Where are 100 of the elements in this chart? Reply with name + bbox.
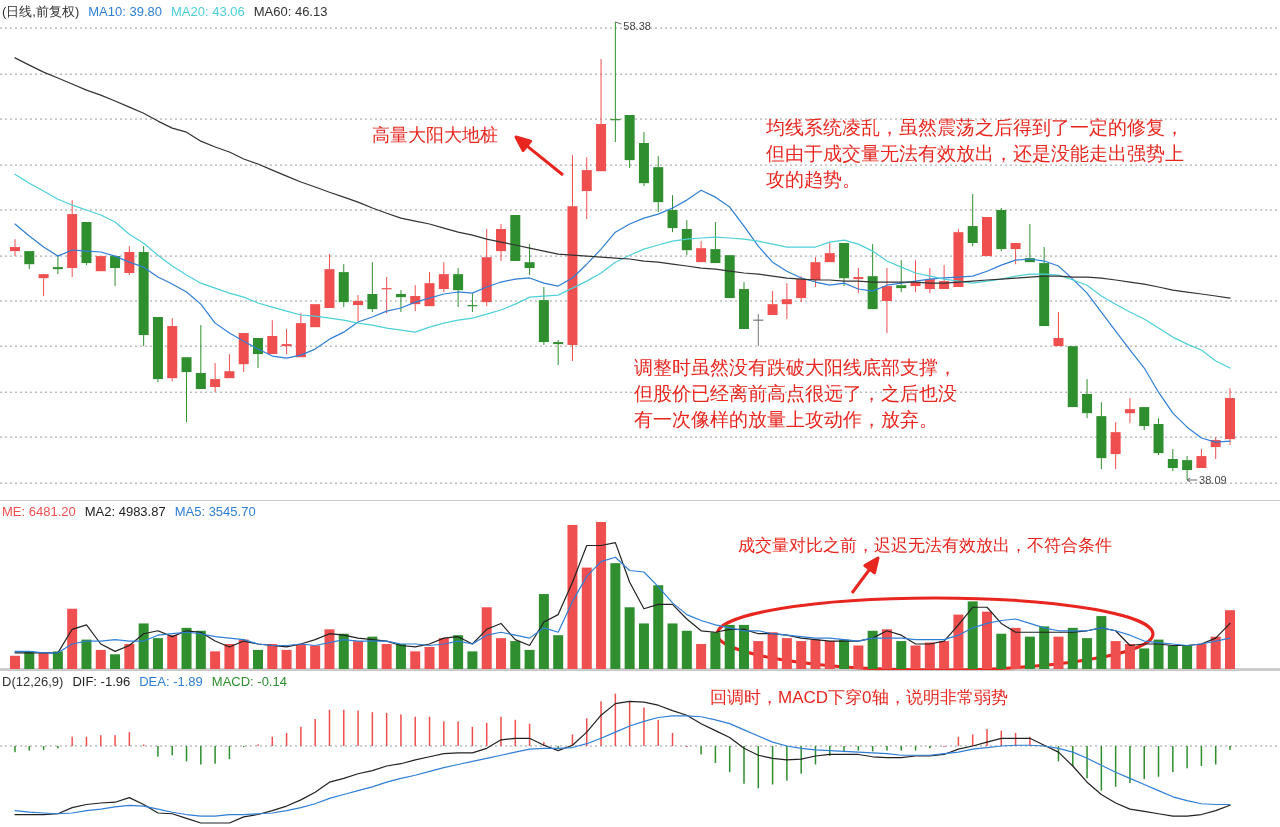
bar — [939, 641, 950, 669]
candlestick — [1124, 397, 1135, 424]
candlestick — [867, 243, 878, 310]
bar — [281, 649, 292, 669]
bar — [181, 627, 192, 669]
bar — [1067, 627, 1078, 669]
text: ME: 6481.20 — [2, 504, 76, 519]
candlestick — [839, 242, 850, 287]
bar — [596, 522, 607, 669]
candlestick — [453, 267, 464, 308]
annotation: 成交量对比之前，迟迟无法有效放出，不符合条件 — [738, 535, 1113, 557]
candlestick — [996, 207, 1007, 252]
bar — [796, 641, 807, 669]
candlestick — [596, 58, 607, 172]
bar — [624, 607, 635, 669]
candlestick — [1096, 401, 1107, 470]
annotation: 调整时虽然没有跌破大阳线底部支撑，但股价已经离前高点很远了，之后也没有一次像样的放量上攻动作，放弃。 — [634, 356, 958, 433]
candlestick — [52, 254, 63, 275]
bar — [553, 635, 564, 669]
bar — [953, 614, 964, 669]
text: MA5: 3545.70 — [174, 504, 256, 519]
bar — [1182, 645, 1193, 669]
candlestick — [395, 289, 406, 313]
bar — [453, 635, 464, 669]
candlestick — [1139, 407, 1150, 431]
bar — [638, 623, 649, 669]
bar — [567, 524, 578, 669]
bar — [167, 635, 178, 669]
bar — [610, 563, 621, 669]
candlestick — [581, 156, 592, 220]
candlestick — [881, 267, 892, 334]
bar — [653, 585, 664, 669]
bar — [224, 644, 235, 669]
bar — [52, 651, 63, 669]
bar — [881, 629, 892, 669]
bar — [1024, 636, 1035, 669]
text: MA2: 4983.87 — [84, 504, 166, 519]
bar — [853, 645, 864, 669]
candlestick — [1196, 448, 1207, 469]
bar — [195, 630, 206, 669]
candlestick — [124, 245, 135, 276]
bar — [424, 646, 435, 669]
bar — [110, 654, 121, 669]
annotation: 均线系统凌乱，虽然震荡之后得到了一定的修复，但由于成交量无法有效放出，还是没能走出强势上攻的趋势。 — [766, 116, 1185, 193]
candlestick — [1110, 421, 1121, 470]
bar — [781, 638, 792, 669]
bar — [667, 623, 678, 669]
bar — [753, 641, 764, 669]
bar — [338, 633, 349, 669]
bar — [67, 608, 78, 669]
bar — [982, 611, 992, 669]
candlestick — [238, 333, 249, 373]
candlestick — [24, 251, 35, 270]
candlestick — [138, 245, 149, 347]
bar — [724, 624, 735, 669]
candlestick — [1167, 448, 1178, 472]
bar — [253, 649, 263, 669]
candlestick — [1067, 346, 1078, 408]
bar — [1039, 626, 1050, 669]
candlestick — [896, 259, 907, 293]
bar — [438, 638, 449, 669]
bar — [238, 639, 249, 669]
bar — [38, 652, 49, 669]
candlestick — [967, 193, 978, 247]
candlestick — [781, 282, 792, 320]
bar — [210, 651, 221, 669]
candlestick — [767, 290, 778, 315]
candlestick — [1053, 311, 1064, 347]
candlestick — [38, 274, 49, 297]
candlestick — [553, 339, 564, 366]
candlestick — [1225, 387, 1235, 446]
bar — [1139, 648, 1150, 669]
candlestick — [424, 271, 435, 307]
candlestick — [438, 261, 449, 293]
candlestick — [281, 328, 292, 355]
text: MA20: 43.06 — [171, 4, 245, 19]
bar — [810, 639, 821, 669]
candlestick — [638, 131, 649, 187]
bar — [1124, 644, 1135, 669]
bar — [839, 639, 850, 669]
text: MACD: -0.14 — [211, 674, 287, 689]
candlestick — [267, 319, 278, 355]
bar — [538, 594, 549, 669]
candlestick — [95, 256, 106, 272]
candlestick — [152, 317, 163, 383]
candlestick — [224, 353, 235, 379]
annotation: 回调时，MACD下穿0轴，说明非常弱势 — [710, 687, 1009, 709]
candlestick — [982, 217, 992, 257]
candlestick — [110, 256, 121, 287]
bar — [353, 641, 364, 669]
candlestick — [10, 238, 20, 257]
bar — [681, 630, 692, 669]
candlestick — [739, 281, 749, 329]
bar — [1225, 610, 1235, 669]
bar — [524, 649, 535, 669]
bar — [267, 644, 278, 669]
candlestick — [181, 357, 192, 423]
candlestick — [353, 294, 364, 322]
bar — [924, 642, 935, 669]
chart-title: D(12,26,9) — [2, 674, 64, 689]
